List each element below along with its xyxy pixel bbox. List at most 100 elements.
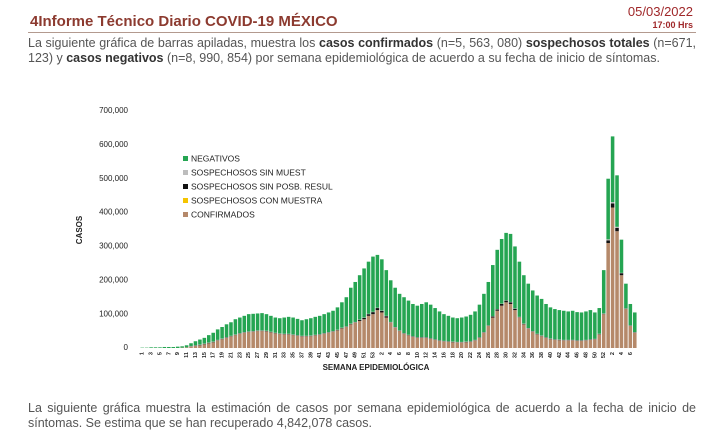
bar-segment bbox=[544, 337, 548, 348]
bar-segment bbox=[233, 335, 238, 348]
bar-segment bbox=[362, 317, 366, 320]
bar-segment bbox=[388, 322, 393, 348]
x-tick-label: 43 bbox=[326, 352, 332, 358]
bar-segment bbox=[273, 333, 278, 348]
x-tick-label: 11 bbox=[184, 352, 190, 358]
bar-segment bbox=[371, 314, 375, 348]
bar-segment bbox=[366, 314, 371, 316]
x-tick-label: 27 bbox=[255, 352, 261, 358]
bar-segment bbox=[175, 346, 180, 348]
bar-segment bbox=[499, 303, 504, 306]
x-tick-label: 25 bbox=[246, 352, 252, 358]
bar-segment bbox=[428, 304, 433, 339]
x-tick-label: 48 bbox=[583, 352, 589, 358]
bar-segment bbox=[264, 331, 269, 348]
x-tick-label: 42 bbox=[557, 352, 563, 358]
text: casos negativos bbox=[66, 51, 164, 65]
bar-segment bbox=[468, 314, 473, 342]
bar-segment bbox=[167, 346, 171, 348]
bar-segment bbox=[162, 346, 167, 348]
bar-segment bbox=[286, 334, 291, 348]
bar-segment bbox=[215, 329, 220, 340]
x-tick-label: 4 bbox=[619, 351, 625, 355]
bar-segment bbox=[420, 303, 424, 338]
bar-segment bbox=[544, 303, 548, 338]
bar-segment bbox=[601, 270, 606, 314]
bar-segment bbox=[402, 333, 406, 348]
legend-label: NEGATIVOS bbox=[191, 153, 240, 163]
bar-segment bbox=[597, 308, 602, 334]
bar-segment bbox=[380, 312, 384, 348]
bar-segment bbox=[349, 287, 353, 324]
x-tick-label: 23 bbox=[237, 352, 243, 358]
bar-segment bbox=[610, 207, 615, 348]
bar-segment bbox=[522, 324, 526, 348]
bar-segment bbox=[331, 331, 335, 348]
bar-segment bbox=[433, 308, 437, 340]
bar-segment bbox=[486, 325, 491, 348]
x-tick-label: 31 bbox=[273, 352, 279, 358]
bar-segment bbox=[198, 339, 202, 345]
bar-segment bbox=[526, 328, 531, 348]
x-tick-label: 9 bbox=[175, 352, 181, 355]
x-tick-label: 38 bbox=[539, 352, 545, 358]
bar-segment bbox=[362, 268, 366, 318]
bar-segment bbox=[535, 295, 539, 334]
legend-label: SOSPECHOSOS CON MUESTRA bbox=[191, 195, 323, 205]
bar-segment bbox=[224, 337, 229, 348]
bar-segment bbox=[628, 325, 633, 348]
bar-segment bbox=[344, 297, 349, 327]
bar-segment bbox=[628, 303, 633, 326]
bar-segment bbox=[508, 303, 513, 348]
x-tick-label: 40 bbox=[548, 352, 554, 358]
bar-segment bbox=[273, 317, 278, 333]
x-tick-label: 10 bbox=[415, 352, 421, 358]
x-tick-label: 29 bbox=[264, 352, 270, 358]
bar-segment bbox=[380, 310, 384, 313]
bar-segment bbox=[366, 315, 371, 348]
intro-paragraph: La siguiente gráfica de barras apiladas,… bbox=[28, 36, 696, 66]
bar-segment bbox=[242, 332, 247, 348]
bar-segment bbox=[184, 347, 189, 348]
bar-segment bbox=[300, 336, 304, 348]
bar-segment bbox=[575, 340, 579, 348]
bar-segment bbox=[557, 340, 562, 348]
bar-segment bbox=[522, 275, 526, 324]
x-tick-label: 7 bbox=[166, 352, 172, 355]
x-tick-label: 26 bbox=[486, 352, 492, 358]
bar-segment bbox=[215, 340, 220, 348]
legend-swatch bbox=[183, 170, 188, 175]
bar-segment bbox=[295, 318, 300, 336]
y-tick-label: 200,000 bbox=[99, 275, 128, 284]
bar-segment bbox=[402, 297, 406, 334]
bar-segment bbox=[335, 307, 340, 330]
bar-segment bbox=[566, 340, 570, 348]
bar-segment bbox=[371, 256, 375, 312]
bar-segment bbox=[491, 265, 495, 317]
bar-segment bbox=[495, 309, 499, 311]
bar-segment bbox=[322, 314, 326, 334]
x-tick-label: 17 bbox=[211, 352, 217, 358]
bar-segment bbox=[300, 320, 304, 336]
bar-segment bbox=[499, 238, 504, 304]
bar-segment bbox=[433, 339, 437, 348]
bar-segment bbox=[606, 240, 610, 244]
bar-segment bbox=[202, 337, 207, 344]
bar-segment bbox=[575, 312, 579, 341]
bar-segment bbox=[610, 136, 615, 203]
bar-segment bbox=[375, 254, 380, 308]
bar-segment bbox=[437, 311, 442, 341]
x-tick-label: 2 bbox=[379, 352, 385, 355]
y-tick-label: 700,000 bbox=[99, 106, 128, 115]
bar-segment bbox=[393, 287, 397, 328]
bar-segment bbox=[291, 317, 295, 335]
bar-segment bbox=[331, 310, 335, 332]
bar-segment bbox=[406, 335, 411, 348]
bar-segment bbox=[513, 308, 517, 311]
bar-segment bbox=[615, 227, 619, 232]
x-tick-label: 1 bbox=[140, 352, 146, 355]
bar-segment bbox=[557, 310, 562, 340]
bar-segment bbox=[459, 317, 464, 342]
bar-segment bbox=[357, 320, 362, 348]
x-tick-label: 33 bbox=[282, 352, 288, 358]
